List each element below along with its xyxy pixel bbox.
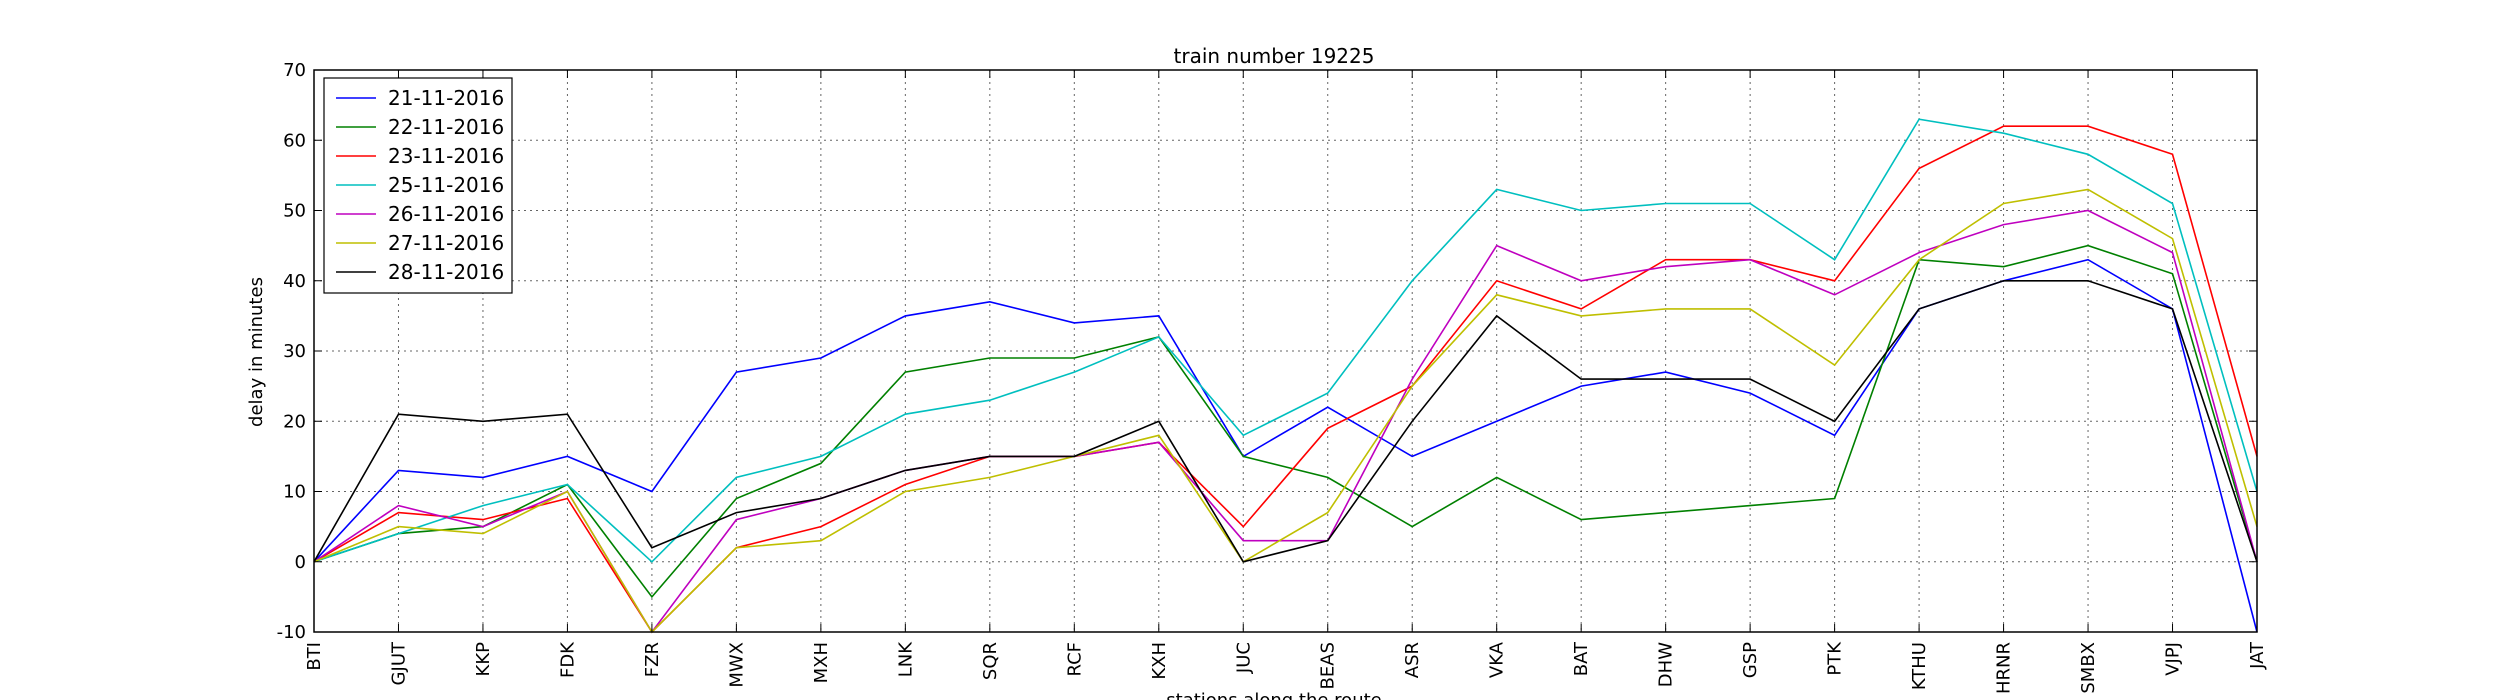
x-tick-label: DHW	[1656, 642, 1677, 687]
x-tick-label: GSP	[1740, 642, 1761, 678]
legend-label: 23-11-2016	[388, 144, 504, 168]
grid	[314, 70, 2257, 632]
x-tick-label: KXH	[1149, 642, 1170, 680]
legend-label: 25-11-2016	[388, 173, 504, 197]
x-tick-label: KKP	[473, 642, 494, 677]
x-tick-label: GJUT	[388, 641, 409, 685]
legend-label: 28-11-2016	[388, 260, 504, 284]
y-tick-label: -10	[277, 622, 306, 643]
x-tick-label: MXH	[811, 642, 832, 683]
x-tick-label: SQR	[980, 642, 1001, 680]
series-line-27-11-2016	[313, 188, 2258, 634]
x-tick-label: SMBX	[2078, 642, 2099, 694]
series-line-28-11-2016	[313, 279, 2258, 563]
series-line-22-11-2016	[313, 244, 2258, 599]
axis-ticks: BTI GJUT KKP FDK FZR MWX MXH LNK SQR RCF KXH JUC BEA…	[277, 60, 2268, 694]
x-tick-label: JAT	[2247, 641, 2268, 670]
chart-title: train number 19225	[1174, 44, 1375, 68]
x-tick-label: ASR	[1402, 642, 1423, 678]
legend-label: 22-11-2016	[388, 115, 504, 139]
y-tick-label: 60	[283, 130, 306, 151]
x-tick-label: BEAS	[1318, 642, 1339, 689]
x-tick-label: RCF	[1064, 642, 1085, 677]
y-tick-label: 50	[283, 201, 306, 222]
x-tick-label: FDK	[557, 641, 578, 678]
legend-label: 27-11-2016	[388, 231, 504, 255]
series-line-21-11-2016	[313, 258, 2258, 633]
y-tick-label: 70	[283, 60, 306, 81]
series-lines	[313, 118, 2258, 634]
x-tick-label: FZR	[642, 642, 663, 677]
x-tick-label: KTHU	[1909, 642, 1930, 690]
x-axis-label: stations along the route	[1166, 690, 1381, 700]
x-tick-label: BAT	[1571, 641, 1592, 676]
x-tick-label: JUC	[1233, 642, 1254, 674]
legend-label: 26-11-2016	[388, 202, 504, 226]
x-tick-label: VJPJ	[2163, 642, 2184, 676]
y-tick-label: 0	[295, 552, 306, 573]
x-tick-label: LNK	[895, 641, 916, 677]
legend: 21-11-2016 22-11-2016 23-11-2016 25-11-2016…	[323, 77, 513, 294]
x-tick-label: MWX	[726, 642, 747, 688]
y-tick-label: 30	[283, 341, 306, 362]
series-line-25-11-2016	[313, 118, 2258, 563]
x-tick-label: BTI	[304, 642, 325, 671]
x-tick-label: VKA	[1487, 641, 1508, 678]
legend-label: 21-11-2016	[388, 86, 504, 110]
y-tick-label: 10	[283, 482, 306, 503]
x-tick-label: HRNR	[1994, 642, 2015, 694]
y-tick-label: 40	[283, 271, 306, 292]
y-axis-label: delay in minutes	[246, 277, 267, 427]
x-tick-label: PTK	[1825, 641, 1846, 676]
y-tick-label: 20	[283, 411, 306, 432]
